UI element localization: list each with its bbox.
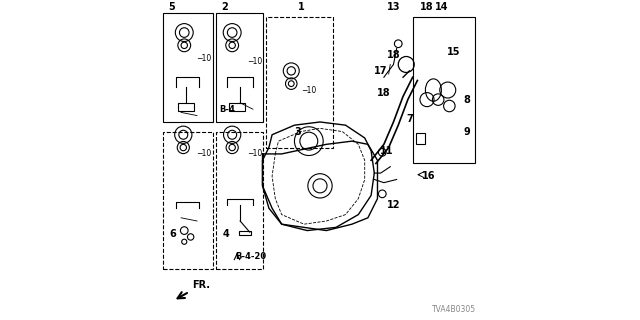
Text: ─10: ─10 — [197, 149, 211, 158]
Text: 13: 13 — [387, 2, 400, 12]
Text: FR.: FR. — [177, 280, 211, 298]
Text: 8: 8 — [463, 95, 470, 105]
Text: 7: 7 — [406, 114, 413, 124]
Text: 15: 15 — [447, 47, 461, 57]
Text: ─10: ─10 — [197, 53, 211, 63]
Text: 16: 16 — [422, 172, 435, 181]
Bar — [413, 17, 475, 164]
Text: ─10: ─10 — [248, 57, 262, 66]
Bar — [163, 132, 213, 269]
Text: 17: 17 — [374, 66, 387, 76]
Text: ─10: ─10 — [248, 149, 262, 158]
Text: 18: 18 — [420, 2, 434, 12]
Text: 11: 11 — [380, 146, 394, 156]
Text: 18: 18 — [387, 50, 400, 60]
Bar — [216, 132, 262, 269]
Text: 1: 1 — [298, 2, 304, 12]
Text: 9: 9 — [463, 127, 470, 137]
Text: 14: 14 — [435, 2, 448, 12]
Text: 3: 3 — [294, 127, 301, 137]
Bar — [229, 103, 245, 111]
Text: 6: 6 — [170, 229, 177, 239]
Bar — [163, 13, 213, 122]
Bar — [178, 103, 194, 111]
Bar — [266, 17, 333, 148]
Text: B-4-20: B-4-20 — [236, 252, 266, 261]
Bar — [239, 231, 252, 236]
Text: 5: 5 — [168, 2, 175, 12]
Text: 18: 18 — [377, 88, 390, 99]
Text: TVA4B0305: TVA4B0305 — [433, 305, 477, 314]
Text: 2: 2 — [221, 2, 228, 12]
Text: B-4: B-4 — [220, 105, 236, 114]
Text: 4: 4 — [223, 229, 229, 239]
Bar — [216, 13, 262, 122]
Bar — [416, 133, 426, 144]
Text: 12: 12 — [387, 200, 400, 210]
Text: ─10: ─10 — [303, 85, 317, 94]
